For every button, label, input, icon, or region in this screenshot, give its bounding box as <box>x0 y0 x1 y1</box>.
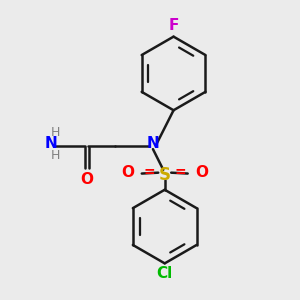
Text: O: O <box>121 165 134 180</box>
Text: =: = <box>175 165 186 179</box>
Text: O: O <box>80 172 93 187</box>
Text: O: O <box>196 165 208 180</box>
Text: =: = <box>143 165 155 179</box>
Text: Cl: Cl <box>157 266 173 281</box>
Text: H: H <box>50 126 60 139</box>
Text: F: F <box>168 18 179 33</box>
Text: H: H <box>50 149 60 162</box>
Text: N: N <box>147 136 159 151</box>
Text: N: N <box>45 136 58 151</box>
Text: S: S <box>159 166 171 184</box>
